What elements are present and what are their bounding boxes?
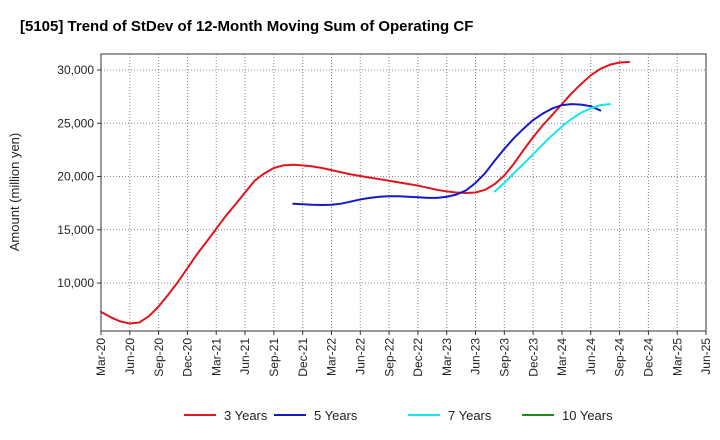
- x-tick-label: Dec-20: [181, 338, 195, 377]
- legend-label: 3 Years: [224, 408, 268, 423]
- legend-label: 5 Years: [314, 408, 358, 423]
- series-line-5-years: [292, 103, 602, 206]
- chart-title: [5105] Trend of StDev of 12-Month Moving…: [20, 18, 473, 35]
- x-tick-label: Mar-23: [440, 338, 454, 376]
- y-tick-label: 15,000: [57, 223, 94, 237]
- x-tick-label: Sep-23: [498, 338, 512, 377]
- x-tick-label: Jun-22: [353, 338, 367, 375]
- x-tick-label: Dec-22: [411, 338, 425, 377]
- x-tick-label: Mar-25: [670, 338, 684, 376]
- y-tick-label: 10,000: [57, 276, 94, 290]
- series-line-7-years: [493, 103, 612, 193]
- x-tick-label: Jun-21: [238, 338, 252, 375]
- x-tick-label: Dec-23: [526, 338, 540, 377]
- x-tick-label: Mar-22: [325, 338, 339, 376]
- x-tick-label: Jun-24: [584, 338, 598, 375]
- x-tick-label: Mar-24: [555, 338, 569, 376]
- grid: [101, 54, 706, 331]
- x-tick-label: Jun-25: [699, 338, 713, 375]
- legend: 3 Years 5 Years 7 Years 10 Years: [184, 408, 613, 423]
- legend-label: 10 Years: [562, 408, 613, 423]
- series-lines: [100, 60, 631, 325]
- series-line-3-years: [100, 60, 631, 325]
- x-tick-label: Sep-22: [382, 338, 396, 377]
- x-tick-label: Sep-20: [152, 338, 166, 377]
- x-tick-label: Jun-23: [469, 338, 483, 375]
- x-axis: Mar-20 Jun-20 Sep-20 Dec-20 Mar-21 Jun-21 Sep-…: [94, 331, 713, 377]
- x-tick-label: Jun-20: [123, 338, 137, 375]
- y-axis: 10,000 15,000 20,000 25,000 30,000: [57, 63, 101, 290]
- x-tick-label: Dec-24: [642, 338, 656, 377]
- y-tick-label: 25,000: [57, 116, 94, 130]
- plot-frame: [100, 53, 707, 332]
- y-axis-label: Amount (million yen): [7, 133, 22, 252]
- x-tick-label: Sep-24: [613, 338, 627, 377]
- legend-label: 7 Years: [448, 408, 492, 423]
- y-tick-label: 20,000: [57, 170, 94, 184]
- y-tick-label: 30,000: [57, 63, 94, 77]
- x-tick-label: Sep-21: [267, 338, 281, 377]
- x-tick-label: Mar-21: [209, 338, 223, 376]
- x-tick-label: Mar-20: [94, 338, 108, 376]
- x-tick-label: Dec-21: [296, 338, 310, 377]
